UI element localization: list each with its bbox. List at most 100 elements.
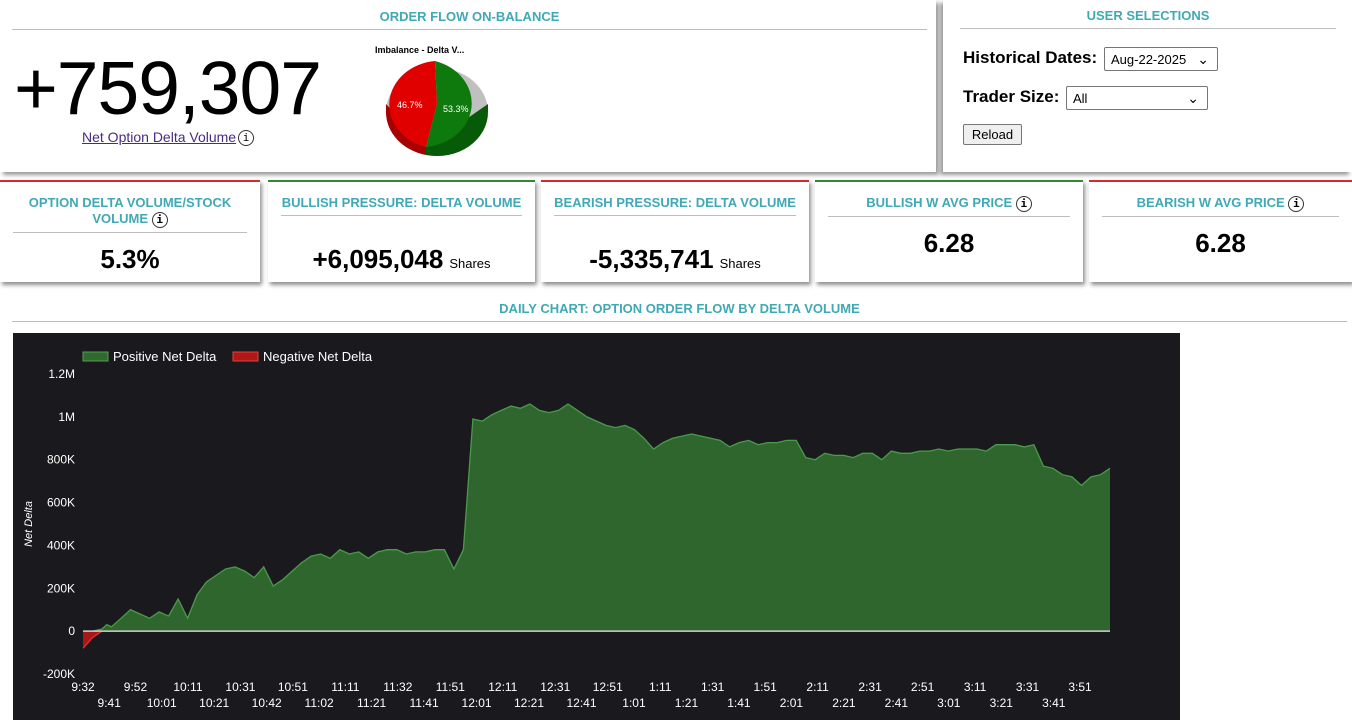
- card-title: BULLISH W AVG PRICE i: [828, 195, 1070, 217]
- x-tick-label: 11:21: [357, 696, 386, 710]
- x-tick-label: 10:31: [225, 680, 255, 694]
- user-selections-panel: USER SELECTIONS Historical Dates: Aug-22…: [943, 0, 1352, 172]
- card-units: Shares: [449, 256, 491, 271]
- y-tick-label: 400K: [47, 538, 75, 552]
- order-flow-panel: ORDER FLOW ON-BALANCE +759,307 Net Optio…: [0, 0, 936, 172]
- x-tick-label: 1:01: [622, 696, 646, 710]
- trader-size-label: Trader Size:: [963, 87, 1060, 106]
- y-tick-label: 600K: [47, 496, 75, 510]
- daily-chart-title: DAILY CHART: OPTION ORDER FLOW BY DELTA …: [12, 301, 1347, 322]
- card-value: 5.3%: [100, 244, 160, 274]
- card-title: BEARISH PRESSURE: DELTA VOLUME: [554, 195, 796, 216]
- x-tick-label: 3:21: [990, 696, 1014, 710]
- y-tick-label: 1M: [58, 410, 75, 424]
- pie-slice-bearish: [389, 61, 437, 147]
- card-value-row: -5,335,741 Shares: [541, 244, 809, 275]
- info-icon[interactable]: i: [151, 211, 168, 228]
- pie-slice-bullish: [426, 61, 472, 147]
- x-tick-label: 11:51: [436, 680, 465, 694]
- daily-order-flow-chart: 1.2M 1M 800K 600K 400K 200K 0 -200K Net Delta 9:3…: [13, 333, 1180, 720]
- x-tick-label: 3:41: [1042, 696, 1066, 710]
- card-value: 6.28: [1195, 228, 1246, 258]
- card-bullish-avg-price: BULLISH W AVG PRICE i 6.28: [815, 180, 1083, 282]
- x-tick-label: 10:51: [278, 680, 308, 694]
- x-tick-label: 1:51: [753, 680, 777, 694]
- card-bearish-pressure: BEARISH PRESSURE: DELTA VOLUME -5,335,74…: [541, 180, 809, 282]
- x-tick-label: 12:51: [593, 680, 623, 694]
- card-value: -5,335,741: [589, 244, 714, 274]
- x-tick-label: 10:42: [252, 696, 282, 710]
- pie-label-bearish: 46.7%: [397, 100, 423, 110]
- x-tick-label: 9:41: [98, 696, 122, 710]
- card-title: BEARISH W AVG PRICE i: [1102, 195, 1339, 217]
- x-tick-label: 12:01: [462, 696, 492, 710]
- y-tick-label: 800K: [47, 453, 75, 467]
- y-tick-label: 200K: [47, 581, 75, 595]
- net-option-delta-link[interactable]: Net Option Delta Volume: [82, 129, 237, 145]
- info-icon[interactable]: i: [1015, 195, 1032, 212]
- legend-swatch-negative: [232, 351, 259, 362]
- card-bearish-avg-price: BEARISH W AVG PRICE i 6.28: [1089, 180, 1352, 282]
- negative-net-delta-line: [82, 630, 1110, 649]
- x-tick-label: 2:21: [832, 696, 856, 710]
- x-tick-label: 11:02: [305, 696, 334, 710]
- card-title-text: OPTION DELTA VOLUME/STOCK VOLUME: [28, 195, 232, 226]
- x-tick-label: 12:21: [514, 696, 544, 710]
- x-tick-label: 10:11: [173, 680, 202, 694]
- positive-net-delta-area: [83, 404, 1110, 632]
- card-title: BULLISH PRESSURE: DELTA VOLUME: [281, 195, 522, 216]
- y-tick-label: 0: [68, 624, 75, 638]
- chevron-down-icon: ⌄: [1197, 51, 1209, 67]
- x-tick-label: 1:11: [649, 680, 672, 694]
- x-tick-label: 9:32: [71, 680, 95, 694]
- imbalance-pie-chart: 46.7% 53.3%: [385, 61, 489, 157]
- card-value-row: +6,095,048 Shares: [268, 244, 535, 275]
- card-units: Shares: [719, 256, 761, 271]
- positive-net-delta-line: [83, 403, 1111, 632]
- user-selections-title: USER SELECTIONS: [960, 8, 1336, 29]
- card-title: OPTION DELTA VOLUME/STOCK VOLUME i: [13, 195, 247, 233]
- card-option-delta-ratio: OPTION DELTA VOLUME/STOCK VOLUME i 5.3%: [0, 180, 260, 282]
- x-tick-label: 3:31: [1016, 680, 1040, 694]
- trader-size-value: All: [1073, 91, 1088, 106]
- historical-dates-label: Historical Dates:: [963, 48, 1098, 67]
- y-tick-label: 1.2M: [48, 367, 75, 381]
- x-tick-label: 10:01: [147, 696, 177, 710]
- pie-label-bullish: 53.3%: [443, 104, 469, 114]
- net-option-delta-value: +759,307: [14, 46, 322, 130]
- x-tick-label: 9:52: [124, 680, 148, 694]
- x-tick-label: 10:21: [199, 696, 229, 710]
- historical-dates-value: Aug-22-2025: [1111, 52, 1187, 67]
- x-tick-label: 12:11: [488, 680, 517, 694]
- x-tick-label: 2:41: [885, 696, 909, 710]
- legend-label-positive: Positive Net Delta: [113, 349, 217, 364]
- y-axis-title: Net Delta: [23, 501, 35, 547]
- x-tick-label: 11:11: [331, 680, 360, 694]
- card-bullish-pressure: BULLISH PRESSURE: DELTA VOLUME +6,095,04…: [268, 180, 535, 282]
- trader-size-select[interactable]: All ⌄: [1066, 86, 1208, 110]
- card-title-text: BULLISH W AVG PRICE: [866, 195, 1013, 210]
- x-tick-label: 3:51: [1068, 680, 1092, 694]
- legend-swatch-positive: [82, 351, 109, 362]
- historical-dates-select[interactable]: Aug-22-2025 ⌄: [1104, 47, 1218, 71]
- x-tick-label: 11:32: [383, 680, 412, 694]
- negative-net-delta-area: [83, 631, 1110, 649]
- info-icon[interactable]: i: [238, 130, 254, 146]
- x-tick-label: 1:21: [675, 696, 699, 710]
- y-tick-label: -200K: [43, 667, 75, 681]
- reload-button[interactable]: Reload: [963, 124, 1022, 145]
- x-tick-label: 1:41: [727, 696, 751, 710]
- legend-label-negative: Negative Net Delta: [263, 349, 373, 364]
- card-title-text: BEARISH W AVG PRICE: [1136, 195, 1285, 210]
- x-tick-label: 1:31: [701, 680, 725, 694]
- x-tick-label: 12:31: [540, 680, 570, 694]
- x-tick-label: 2:11: [806, 680, 829, 694]
- x-tick-label: 12:41: [566, 696, 596, 710]
- x-tick-label: 3:01: [937, 696, 961, 710]
- chevron-down-icon: ⌄: [1187, 90, 1199, 106]
- info-icon[interactable]: i: [1288, 195, 1305, 212]
- pie-chart-title: Imbalance - Delta V...: [375, 45, 465, 55]
- x-tick-label: 3:11: [964, 680, 987, 694]
- x-tick-label: 2:31: [858, 680, 882, 694]
- x-tick-label: 2:01: [780, 696, 804, 710]
